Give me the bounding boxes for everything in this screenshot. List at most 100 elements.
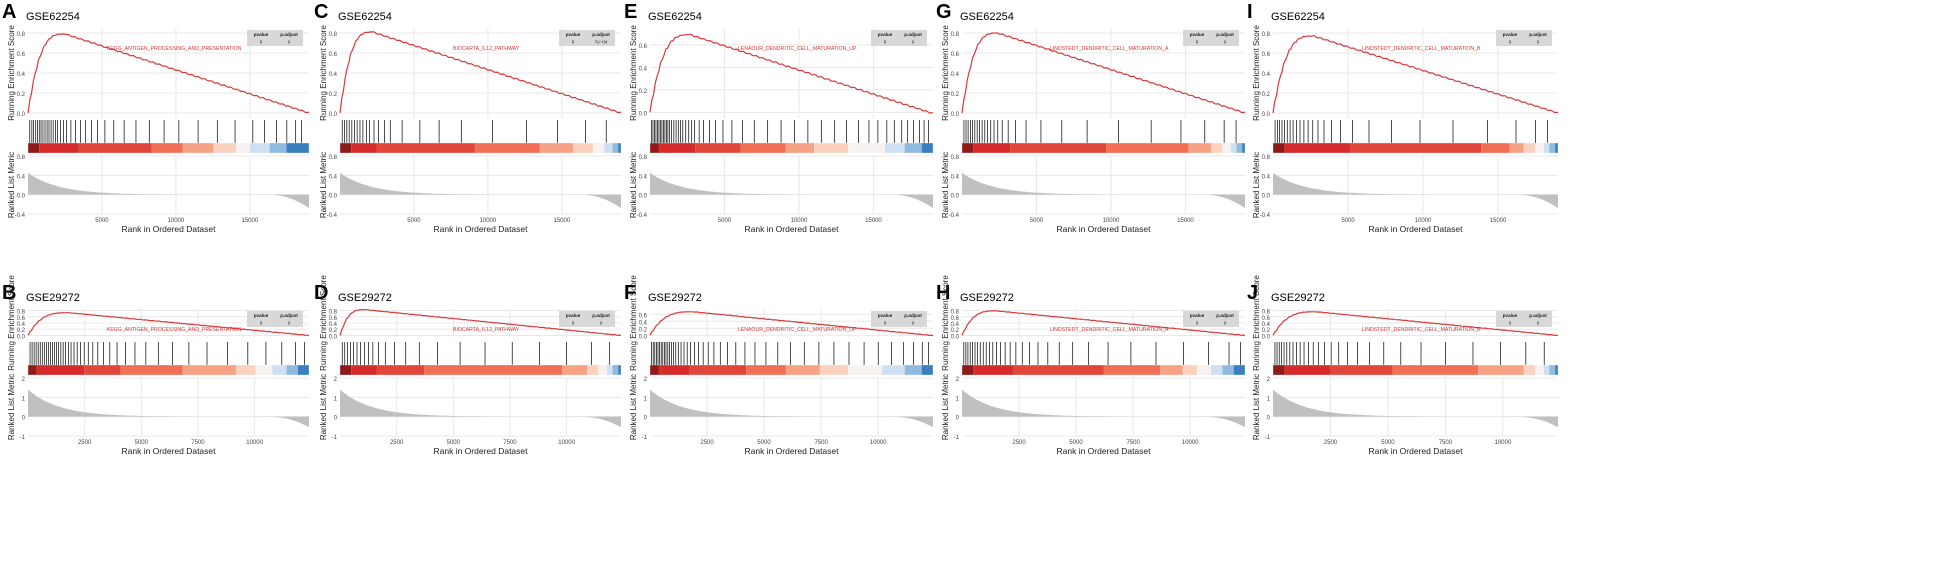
heat-segment [785, 365, 820, 375]
metric-tick-label: 0.8 [17, 155, 26, 161]
es-tick-label: 0.0 [951, 112, 960, 118]
x-tick-label: 5000 [95, 218, 109, 224]
heat-segment [650, 143, 659, 153]
dataset-title: GSE62254 [648, 11, 702, 23]
heat-segment [78, 143, 152, 153]
dataset-title: GSE62254 [960, 11, 1014, 23]
metric-axis-title: Ranked List Metric [1252, 374, 1261, 440]
metric-axis-title: Ranked List Metric [7, 152, 16, 218]
es-tick-label: 0.6 [639, 44, 648, 50]
es-tick-label: 0.6 [17, 52, 26, 58]
stats-value-padjust: 0 [600, 321, 603, 326]
heat-segment [297, 365, 309, 375]
heat-segment [884, 143, 905, 153]
gene-set-term: LINDSTEDT_DENDRITIC_CELL_MATURATION_A [1050, 327, 1169, 333]
stats-header-padjust: p.adjust [280, 313, 298, 318]
heat-segment [1543, 365, 1550, 375]
stats-value-pvalue: 0 [1196, 321, 1199, 326]
metric-tick-label: 0.0 [17, 194, 26, 200]
x-tick-label: 10000 [791, 218, 808, 224]
heat-segment [1211, 365, 1223, 375]
es-tick-label: 0.0 [17, 334, 26, 340]
heat-segment [1188, 143, 1212, 153]
metric-axis-title: Ranked List Metric [941, 374, 950, 440]
heat-segment [921, 365, 933, 375]
heat-segment [612, 143, 619, 153]
heat-strip-frame [1272, 364, 1559, 376]
x-tick-label: 15000 [1177, 218, 1194, 224]
metric-tick-label: 0.8 [1262, 155, 1271, 161]
heat-segment [1222, 365, 1234, 375]
es-axis-title: Running Enrichment Score [1252, 25, 1261, 121]
es-curve [649, 311, 933, 337]
stats-header-padjust: p.adjust [1529, 313, 1547, 318]
metric-tick-label: 0.0 [1262, 194, 1271, 200]
es-tick-label: 0.6 [639, 313, 648, 319]
metric-tick-label: -0.4 [1260, 213, 1271, 219]
x-tick-label: 2500 [700, 440, 714, 446]
heat-segment [650, 365, 659, 375]
metric-tick-label: 2 [22, 377, 26, 383]
x-tick-label: 2500 [1012, 440, 1026, 446]
heat-segment [272, 365, 287, 375]
heat-segment [286, 143, 309, 153]
x-axis-title: Rank in Ordered Dataset [433, 446, 528, 456]
stats-header-padjust: p.adjust [592, 313, 610, 318]
metric-tick-label: 2 [956, 377, 960, 383]
x-tick-label: 10000 [870, 440, 887, 446]
es-axis-title: Running Enrichment Score [941, 25, 950, 121]
heat-segment [255, 365, 273, 375]
metric-tick-label: 0 [22, 416, 26, 422]
stats-header-pvalue: pvalue [254, 313, 269, 318]
dataset-title: GSE62254 [26, 11, 80, 23]
heat-segment [1284, 365, 1330, 375]
x-tick-label: 5000 [135, 440, 149, 446]
metric-tick-label: 0.4 [951, 174, 960, 180]
x-tick-label: 2500 [1324, 440, 1338, 446]
heat-segment [1160, 365, 1183, 375]
heat-segment [1222, 143, 1231, 153]
panel-letter: B [2, 282, 16, 304]
x-tick-label: 2500 [390, 440, 404, 446]
heat-segment [182, 365, 236, 375]
heat-segment [740, 143, 786, 153]
x-tick-label: 7500 [1126, 440, 1140, 446]
metric-tick-label: 1 [956, 396, 960, 402]
stats-table-bg [1183, 311, 1239, 327]
heat-segment [1273, 365, 1285, 375]
heat-segment [1481, 143, 1510, 153]
metric-tick-label: 0 [644, 416, 648, 422]
es-tick-label: 0.4 [1262, 72, 1271, 78]
es-tick-label: 0.0 [639, 334, 648, 340]
x-tick-label: 10000 [480, 218, 497, 224]
panel-letter: F [624, 282, 636, 304]
panel-letter: I [1247, 1, 1253, 23]
heat-segment [351, 365, 377, 375]
heat-segment [376, 143, 475, 153]
metric-tick-label: 0.4 [17, 174, 26, 180]
metric-area [1273, 389, 1558, 428]
metric-axis-title: Ranked List Metric [319, 374, 328, 440]
es-tick-label: 0.2 [17, 328, 26, 334]
stats-table-bg [1496, 311, 1552, 327]
metric-area [340, 389, 621, 428]
panel-letter: G [936, 1, 952, 23]
heat-strip-frame [649, 364, 934, 376]
heat-segment [539, 143, 574, 153]
metric-tick-label: 0.0 [951, 194, 960, 200]
es-tick-label: 0.2 [329, 328, 338, 334]
heat-segment [1549, 365, 1556, 375]
metric-tick-label: -0.4 [949, 213, 960, 219]
heat-segment [592, 143, 605, 153]
es-axis-title: Running Enrichment Score [7, 25, 16, 121]
gene-set-term: BIOCARTA_IL12_PATHWAY [453, 46, 520, 52]
es-tick-label: 0.8 [951, 310, 960, 316]
es-curve [1272, 311, 1559, 336]
